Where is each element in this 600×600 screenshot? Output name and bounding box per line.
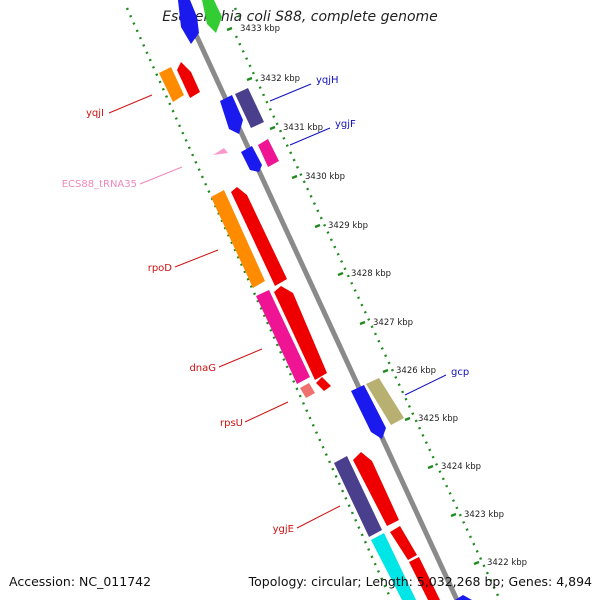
- tick-mark: [382, 368, 389, 374]
- gene-gcp-blue[interactable]: [351, 385, 386, 439]
- tick-mark: [314, 223, 321, 229]
- gene-label[interactable]: rpoD: [148, 263, 173, 274]
- inner-track-dots: [125, 7, 391, 596]
- gene-label[interactable]: ygjF: [335, 119, 356, 130]
- gene-ygjF-pink[interactable]: [258, 139, 279, 167]
- gene-features: [159, 0, 472, 600]
- gene-rpoD-orange[interactable]: [211, 190, 265, 288]
- tick-mark: [226, 26, 233, 32]
- gene-label[interactable]: yqjI: [86, 108, 104, 119]
- label-leader-line: [289, 127, 331, 146]
- gene-dnaG-pink[interactable]: [256, 290, 310, 384]
- gene-yqjH-blue[interactable]: [220, 95, 243, 134]
- label-leader-line: [174, 249, 219, 268]
- tick-label: 3426 kbp: [396, 366, 436, 376]
- genome-backbone: [177, 0, 460, 600]
- tick-label: 3430 kbp: [305, 172, 345, 182]
- tick-label: 3432 kbp: [260, 74, 300, 84]
- tick-mark: [246, 76, 253, 82]
- tick-mark: [473, 560, 480, 566]
- gene-label[interactable]: ECS88_tRNA35: [62, 179, 137, 190]
- tick-label: 3425 kbp: [418, 414, 458, 424]
- gene-labels: yqjH ygjF yqjI ECS88_tRNA35 rpoD dnaG rpsU gcp y…: [62, 75, 470, 535]
- tick-mark: [427, 464, 434, 470]
- gene-red-bottom-a[interactable]: [390, 526, 417, 560]
- tick-label: 3427 kbp: [373, 318, 413, 328]
- label-leader-line: [404, 374, 447, 396]
- gene-yqjI-red[interactable]: [177, 62, 200, 98]
- gene-yqjH-purple[interactable]: [235, 88, 264, 128]
- label-leader-line: [108, 94, 153, 114]
- tick-mark: [269, 125, 276, 131]
- gene-gcp-khaki[interactable]: [366, 378, 404, 425]
- label-leader-line: [269, 83, 312, 102]
- label-leader-line: [296, 505, 341, 529]
- tick-mark: [450, 512, 457, 518]
- tick-label: 3428 kbp: [351, 269, 391, 279]
- label-leader-line: [218, 348, 263, 368]
- tick-label: 3429 kbp: [328, 221, 368, 231]
- tick-label: 3433 kbp: [240, 24, 280, 34]
- gene-arrow-green-top[interactable]: [202, 0, 222, 33]
- gene-label[interactable]: rpsU: [220, 418, 243, 429]
- gene-label[interactable]: ygjE: [273, 524, 294, 535]
- tick-label: 3422 kbp: [487, 558, 527, 568]
- tick-label: 3423 kbp: [464, 510, 504, 520]
- gene-label[interactable]: gcp: [451, 367, 469, 378]
- gene-label[interactable]: yqjH: [316, 75, 339, 86]
- gene-cyan-bottom[interactable]: [371, 533, 416, 600]
- dotted-track-lines: [125, 7, 502, 600]
- tick-mark: [404, 416, 411, 422]
- genome-summary-text: Topology: circular; Length: 5,032,268 bp…: [248, 574, 592, 589]
- gene-dnaG-red[interactable]: [274, 286, 327, 380]
- gene-red-bottom-b[interactable]: [409, 557, 440, 600]
- gene-ygjE-red[interactable]: [353, 452, 399, 526]
- gene-yqjI-orange[interactable]: [159, 67, 184, 102]
- gene-rpsU-pinkred[interactable]: [300, 383, 315, 398]
- tick-mark: [359, 320, 366, 326]
- gene-ECS88-tRNA35[interactable]: [213, 148, 228, 155]
- gene-arrow-blue-top-inner[interactable]: [178, 0, 199, 44]
- kbp-ticks: 3433 kbp 3432 kbp 3431 kbp 3430 kbp 3429 kbp…: [226, 24, 527, 568]
- outer-track-dots-top: [233, 7, 242, 19]
- map-title: Escherichia coli S88, complete genome: [162, 9, 438, 25]
- tick-label: 3431 kbp: [283, 123, 323, 133]
- gene-label[interactable]: dnaG: [189, 363, 216, 374]
- gene-ygjF-blue[interactable]: [241, 146, 262, 172]
- tick-label: 3424 kbp: [441, 462, 481, 472]
- gene-rpsU-red[interactable]: [316, 377, 331, 391]
- gene-rpoD-red[interactable]: [231, 187, 287, 286]
- gene-ygjE-purple[interactable]: [334, 456, 382, 537]
- accession-text: Accession: NC_011742: [9, 574, 152, 589]
- tick-mark: [291, 174, 298, 180]
- gene-blue-bottom-outer[interactable]: [455, 595, 472, 600]
- label-leader-line: [244, 401, 289, 423]
- label-leader-line: [139, 166, 183, 185]
- tick-mark: [337, 271, 344, 277]
